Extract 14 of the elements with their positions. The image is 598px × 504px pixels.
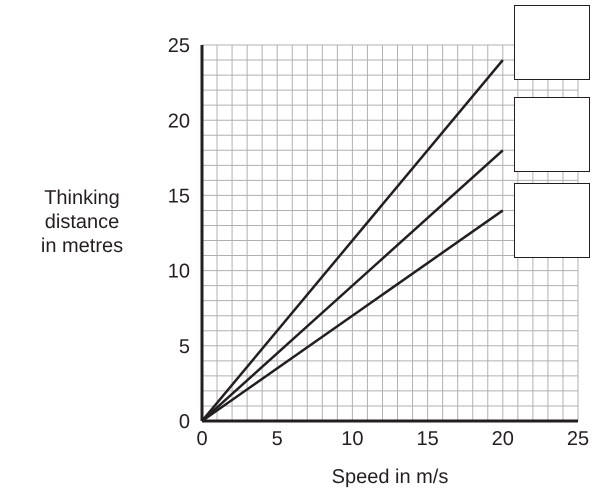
x-tick-label: 0 <box>196 428 208 450</box>
x-tick-label: 5 <box>272 428 283 450</box>
x-tick-label: 15 <box>416 428 439 450</box>
y-tick-label: 10 <box>168 260 190 283</box>
x-tick-label: 10 <box>341 428 364 450</box>
x-axis-title: Speed in m/s <box>330 466 450 489</box>
x-tick-label: 20 <box>492 428 514 450</box>
x-tick-label: 25 <box>566 428 590 450</box>
y-tick-label: 25 <box>168 35 190 58</box>
y-axis-title: Thinking distance in metres <box>40 186 124 258</box>
y-tick-label: 15 <box>168 186 190 208</box>
y-tick-label: 20 <box>168 110 190 132</box>
y-tick-label: 0 <box>178 411 190 434</box>
y-tick-label: 5 <box>178 336 190 358</box>
